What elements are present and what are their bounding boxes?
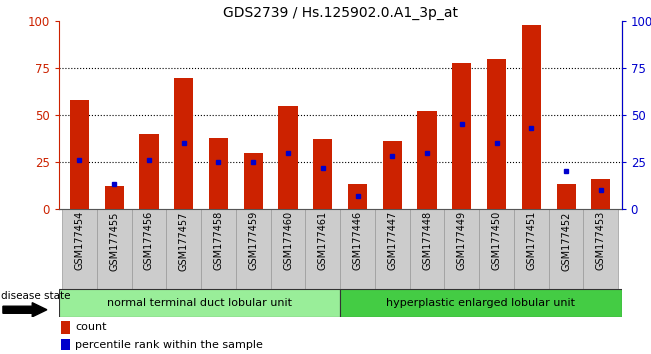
Text: GSM177456: GSM177456	[144, 211, 154, 270]
Bar	[97, 209, 132, 289]
Bar	[167, 209, 201, 289]
Text: GSM177454: GSM177454	[74, 211, 85, 270]
Bar	[305, 209, 340, 289]
Text: GSM177459: GSM177459	[248, 211, 258, 270]
Text: GSM177461: GSM177461	[318, 211, 327, 270]
Bar	[514, 209, 549, 289]
Bar	[201, 209, 236, 289]
Bar	[243, 153, 263, 209]
Bar	[479, 209, 514, 289]
Bar	[521, 25, 541, 209]
Text: GSM177452: GSM177452	[561, 211, 571, 270]
Bar	[375, 209, 409, 289]
Text: GSM177449: GSM177449	[457, 211, 467, 270]
Bar	[279, 105, 298, 209]
Bar	[591, 179, 611, 209]
Text: count: count	[76, 322, 107, 332]
Text: hyperplastic enlarged lobular unit: hyperplastic enlarged lobular unit	[387, 298, 575, 308]
Bar	[583, 209, 618, 289]
Bar	[383, 141, 402, 209]
Bar	[417, 111, 437, 209]
Bar	[62, 209, 97, 289]
Text: GSM177458: GSM177458	[214, 211, 223, 270]
Bar	[132, 209, 167, 289]
Text: normal terminal duct lobular unit: normal terminal duct lobular unit	[107, 298, 292, 308]
Text: GSM177446: GSM177446	[353, 211, 363, 270]
Text: GSM177457: GSM177457	[179, 211, 189, 270]
Text: GSM177450: GSM177450	[492, 211, 501, 270]
Title: GDS2739 / Hs.125902.0.A1_3p_at: GDS2739 / Hs.125902.0.A1_3p_at	[223, 6, 458, 20]
Bar	[340, 209, 375, 289]
Text: GSM177460: GSM177460	[283, 211, 293, 270]
Text: GSM177455: GSM177455	[109, 211, 119, 270]
Text: GSM177451: GSM177451	[526, 211, 536, 270]
Text: GSM177447: GSM177447	[387, 211, 397, 270]
Bar	[209, 138, 228, 209]
Bar	[139, 134, 159, 209]
Bar	[70, 100, 89, 209]
Bar	[487, 59, 506, 209]
Bar	[409, 209, 445, 289]
Bar	[445, 209, 479, 289]
Bar	[174, 78, 193, 209]
Bar	[105, 186, 124, 209]
Bar	[61, 321, 70, 333]
Bar	[452, 63, 471, 209]
Bar	[61, 339, 70, 350]
Text: disease state: disease state	[1, 291, 71, 301]
FancyArrow shape	[3, 303, 47, 317]
Bar	[271, 209, 305, 289]
Text: GSM177448: GSM177448	[422, 211, 432, 270]
Bar	[549, 209, 583, 289]
Bar	[557, 184, 575, 209]
Bar	[348, 184, 367, 209]
Text: GSM177453: GSM177453	[596, 211, 606, 270]
Bar	[59, 289, 340, 317]
Bar	[236, 209, 271, 289]
Bar	[340, 289, 622, 317]
Text: percentile rank within the sample: percentile rank within the sample	[76, 340, 264, 350]
Bar	[313, 139, 332, 209]
